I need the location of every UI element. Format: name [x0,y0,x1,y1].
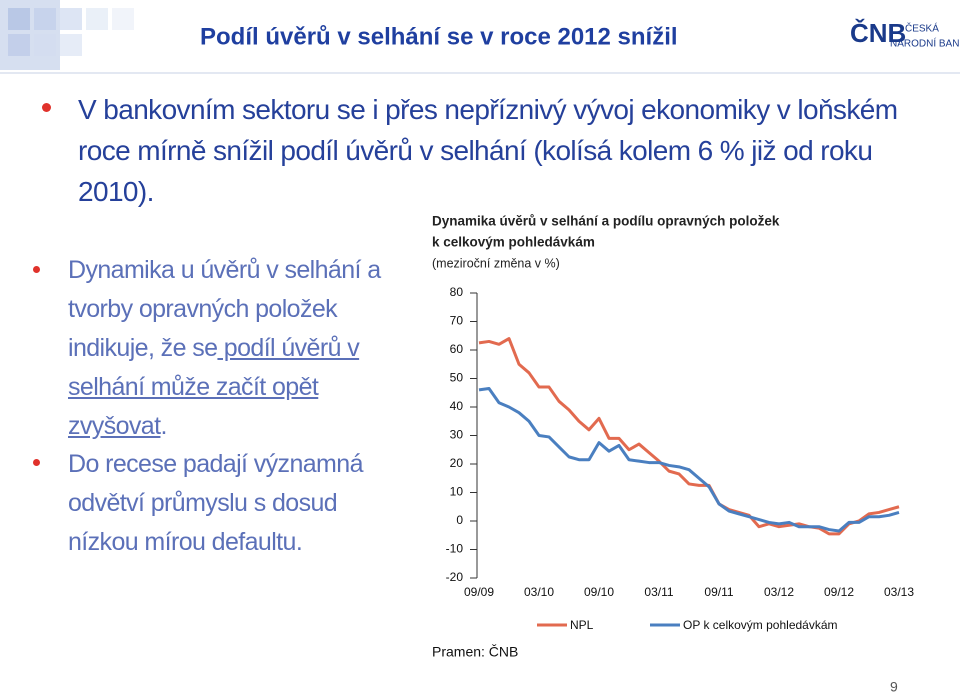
legend-label: NPL [570,618,594,632]
y-tick-label: -20 [446,570,464,584]
bullet: V bankovním sektoru se i přes nepříznivý… [78,89,918,212]
header-deco [8,34,30,56]
header-deco [60,34,82,56]
y-tick-label: 70 [450,314,464,328]
y-tick-label: 60 [450,342,464,356]
series-line [478,386,900,533]
header-deco [34,34,56,56]
bullet-text: . [160,412,167,440]
header-deco [60,8,82,30]
source: Pramen: ČNB [432,644,518,660]
y-tick-label: 0 [456,513,463,527]
bullet-dot [42,103,51,112]
bullet-text: V bankovním sektoru se i přes nepříznivý… [78,94,898,207]
bullet-dot [33,266,40,273]
legend-label: OP k celkovým pohledávkám [683,618,838,632]
x-tick-label: 03/11 [644,585,673,599]
y-tick-label: 10 [450,485,464,499]
y-tick-label: 80 [450,285,464,299]
y-tick-label: 50 [450,371,464,385]
header-deco [34,8,56,30]
header-deco [86,8,108,30]
chart-title: Dynamika úvěrů v selhání a podílu opravn… [432,214,780,229]
header-rule [0,72,960,74]
y-tick-label: -10 [446,542,464,556]
series-line [478,337,900,536]
chart-subtitle: (meziroční změna v %) [432,256,560,270]
x-tick-label: 09/11 [704,585,733,599]
header-deco [112,8,134,30]
bullet-text: Dynamika u úvěrů v selhání a tvorby opra… [68,256,381,362]
logo-mark: ČNB [850,18,906,48]
chart-title: k celkovým pohledávkám [432,235,595,250]
logo-text: ČESKÁ [905,22,939,35]
slide-title: Podíl úvěrů v selhání se v roce 2012 sní… [200,23,678,50]
x-tick-label: 03/10 [524,585,554,599]
bullet: Dynamika u úvěrů v selhání a tvorby opra… [68,251,413,446]
x-tick-label: 09/09 [464,585,494,599]
x-tick-label: 03/12 [764,585,794,599]
x-tick-label: 09/12 [824,585,854,599]
bullet-text: Do recese padají významná odvětví průmys… [68,450,363,556]
bullet-dot [33,459,40,466]
y-tick-label: 20 [450,456,464,470]
bullet-text-underlined: podíl úvěrů v selhání může začít opět zv… [68,334,360,440]
y-tick-label: 40 [450,399,464,413]
logo-text: NÁRODNÍ BANKA [890,37,960,50]
y-tick-label: 30 [450,428,464,442]
x-tick-label: 09/10 [584,585,614,599]
header-deco [8,8,30,30]
bullet: Do recese padají významná odvětví průmys… [68,445,413,562]
x-tick-label: 03/13 [884,585,914,599]
page-number: 9 [890,679,898,695]
